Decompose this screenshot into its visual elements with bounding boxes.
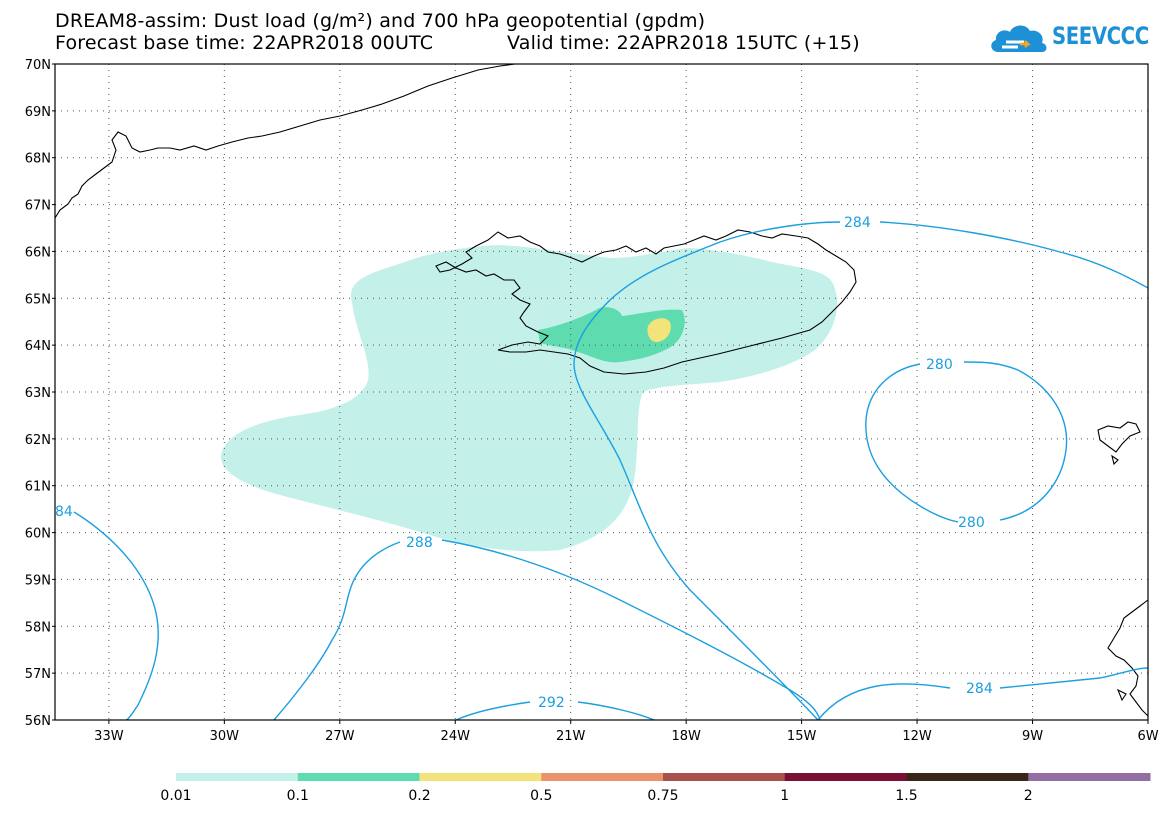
colorbar-label: 0.75 xyxy=(647,788,678,804)
faroe-islands xyxy=(1097,421,1141,466)
contour-280 xyxy=(865,361,1068,523)
title-line-1: DREAM8-assim: Dust load (g/m²) and 700 h… xyxy=(55,10,706,32)
contour-label-292: 292 xyxy=(538,695,565,711)
contour-label-280-top: 280 xyxy=(926,357,953,373)
lat-label: 65N xyxy=(25,292,51,307)
longitude-labels: 33W 30W 27W 24W 21W 18W 15W 12W 9W 6W xyxy=(94,720,1159,744)
forecast-base-time: Forecast base time: 22APR2018 00UTC xyxy=(55,32,434,54)
lon-label: 15W xyxy=(787,729,817,744)
cloud-icon xyxy=(991,25,1047,52)
lon-label: 24W xyxy=(441,729,471,744)
contour-label-284-south: 284 xyxy=(966,681,993,697)
lon-label: 21W xyxy=(556,729,586,744)
colorbar-label: 0.01 xyxy=(160,788,191,804)
colorbar-swatch xyxy=(906,773,1029,781)
lat-label: 56N xyxy=(25,714,51,729)
title-line-2: Forecast base time: 22APR2018 00UTC Valid… xyxy=(55,32,860,54)
lat-label: 67N xyxy=(25,199,51,214)
lon-label: 6W xyxy=(1137,729,1158,744)
lat-label: 64N xyxy=(25,339,51,354)
colorbar-label: 0.5 xyxy=(530,788,552,804)
lat-label: 57N xyxy=(25,667,51,682)
geopotential-contours xyxy=(73,221,1148,720)
iceland-coast xyxy=(435,229,857,375)
lat-label: 69N xyxy=(25,105,51,120)
colorbar-swatch xyxy=(176,773,299,781)
colorbar-swatch xyxy=(1028,773,1151,781)
lon-label: 9W xyxy=(1022,729,1043,744)
greenland-coast xyxy=(55,64,516,219)
contour-label-284-west: 84 xyxy=(55,504,73,520)
contour-label-284-north: 284 xyxy=(844,215,871,231)
lat-label: 66N xyxy=(25,245,51,260)
seevccc-logo: SEEVCCC xyxy=(988,18,1149,58)
lat-label: 59N xyxy=(25,573,51,588)
lon-label: 27W xyxy=(325,729,355,744)
colorbar-label: 1 xyxy=(780,788,789,804)
graticule xyxy=(55,64,1148,720)
contour-284-west xyxy=(73,511,159,720)
lon-label: 18W xyxy=(671,729,701,744)
latitude-labels: 70N 69N 68N 67N 66N 65N 64N 63N 62N 61N 60N 59N 58N 5… xyxy=(25,58,55,729)
lon-label: 30W xyxy=(210,729,240,744)
lat-label: 62N xyxy=(25,433,51,448)
colorbar-swatch xyxy=(663,773,786,781)
scotland-coast xyxy=(1107,599,1148,717)
colorbar-swatch xyxy=(297,773,420,781)
lat-label: 63N xyxy=(25,386,51,401)
lat-label: 68N xyxy=(25,152,51,167)
contour-label-280-bottom: 280 xyxy=(958,515,985,531)
colorbar-label: 0.2 xyxy=(408,788,430,804)
colorbar-swatch xyxy=(541,773,664,781)
contour-label-group: 284 280 280 288 284 292 84 xyxy=(55,215,993,711)
dust-area-yellow xyxy=(647,318,671,343)
contour-292 xyxy=(455,701,655,720)
lon-label: 33W xyxy=(94,729,124,744)
colorbar-label: 0.1 xyxy=(287,788,309,804)
lat-label: 60N xyxy=(25,527,51,542)
colorbar-label: 1.5 xyxy=(895,788,917,804)
lat-label: 61N xyxy=(25,480,51,495)
coastlines xyxy=(55,64,1148,717)
logo-text: SEEVCCC xyxy=(1052,22,1149,50)
contour-label-288: 288 xyxy=(406,535,433,551)
contour-288 xyxy=(273,539,821,720)
colorbar-swatch xyxy=(784,773,907,781)
colorbar xyxy=(176,773,1151,781)
contour-284-east xyxy=(817,667,1148,720)
contour-284 xyxy=(573,221,1148,720)
valid-time: Valid time: 22APR2018 15UTC (+15) xyxy=(507,32,860,54)
colorbar-label: 2 xyxy=(1024,788,1033,804)
dust-area-medium xyxy=(538,307,685,363)
lon-label: 12W xyxy=(902,729,932,744)
lat-label: 70N xyxy=(25,58,51,73)
colorbar-swatch xyxy=(419,773,542,781)
lat-label: 58N xyxy=(25,620,51,635)
colorbar-labels: 0.01 0.1 0.2 0.5 0.75 1 1.5 2 xyxy=(160,788,1032,804)
